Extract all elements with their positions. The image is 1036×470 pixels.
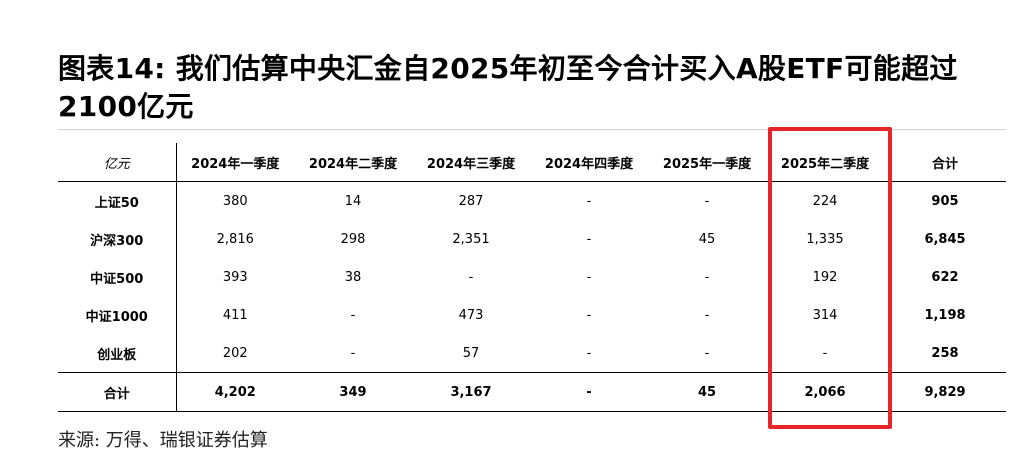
table-cell: 3,167 [412, 372, 530, 412]
table-cell: 57 [462, 345, 480, 361]
row-label: 中证1000 [58, 296, 177, 334]
table-cell: - [530, 372, 648, 412]
table-cell: - [704, 345, 710, 361]
table-cell: - [586, 193, 592, 209]
table-cell: 4,202 [176, 372, 294, 412]
table-cell: - [704, 269, 710, 285]
column-header: 2024年二季度 [294, 143, 412, 182]
table-row: 沪深300 2,816 298 2,351 - 45 1,335 6,845 [58, 220, 1006, 258]
title-divider [58, 129, 1006, 130]
row-label: 上证50 [58, 181, 177, 220]
table-cell: 38 [344, 269, 362, 285]
table-cell: 393 [222, 269, 248, 285]
table-cell: - [468, 269, 474, 285]
table-cell: - [350, 345, 356, 361]
row-label: 合计 [58, 372, 177, 412]
row-total-cell: 258 [931, 345, 959, 361]
table-cell: 473 [458, 307, 484, 323]
table-cell: - [704, 307, 710, 323]
page-title: 图表14: 我们估算中央汇金自2025年初至今合计买入A股ETF可能超过2100… [58, 52, 958, 123]
row-total-cell: 905 [931, 193, 959, 209]
column-header: 2024年三季度 [412, 143, 530, 182]
table-cell: 224 [812, 193, 838, 209]
table-cell: 192 [812, 269, 838, 285]
column-header-total: 合计 [884, 143, 1006, 182]
table-cell: 287 [458, 193, 484, 209]
column-highlight-box [768, 127, 892, 429]
table-cell: 380 [222, 193, 248, 209]
row-label: 中证500 [58, 258, 177, 296]
table-cell: 45 [698, 231, 716, 247]
column-header: 2024年四季度 [530, 143, 648, 182]
etf-purchase-table: 亿元 2024年一季度 2024年二季度 2024年三季度 2024年四季度 2… [58, 143, 1006, 412]
table-cell: - [822, 345, 828, 361]
source-note: 来源: 万得、瑞银证券估算 [58, 430, 268, 451]
row-label: 创业板 [58, 334, 177, 373]
row-total-cell: 6,845 [924, 231, 966, 247]
column-header: 2024年一季度 [176, 143, 294, 182]
table-cell: - [586, 269, 592, 285]
table-cell: - [586, 345, 592, 361]
table-cell: 202 [222, 345, 248, 361]
table-row: 中证1000 411 - 473 - - 314 1,198 [58, 296, 1006, 334]
table-header-row: 亿元 2024年一季度 2024年二季度 2024年三季度 2024年四季度 2… [58, 143, 1006, 182]
table-total-row: 合计 4,202 349 3,167 - 45 2,066 9,829 [58, 372, 1006, 412]
table-cell: 298 [340, 231, 366, 247]
table-row: 上证50 380 14 287 - - 224 905 [58, 181, 1006, 220]
table-cell: 45 [648, 372, 766, 412]
row-total-cell: 622 [931, 269, 959, 285]
table-cell: 411 [222, 307, 248, 323]
table-cell: 2,816 [216, 231, 254, 247]
table-cell: 14 [344, 193, 362, 209]
unit-label: 亿元 [58, 143, 177, 182]
table-cell: 2,351 [452, 231, 490, 247]
row-label: 沪深300 [58, 220, 177, 258]
table-cell: 1,335 [806, 231, 844, 247]
table-cell: - [586, 307, 592, 323]
grand-total-cell: 9,829 [884, 372, 1006, 412]
column-header: 2025年二季度 [766, 143, 884, 182]
table-cell: - [704, 193, 710, 209]
row-total-cell: 1,198 [924, 307, 966, 323]
table-cell: - [350, 307, 356, 323]
table-row: 中证500 393 38 - - - 192 622 [58, 258, 1006, 296]
column-header: 2025年一季度 [648, 143, 766, 182]
table-cell: 2,066 [766, 372, 884, 412]
table-cell: 314 [812, 307, 838, 323]
table-cell: - [586, 231, 592, 247]
table-cell: 349 [294, 372, 412, 412]
table-row: 创业板 202 - 57 - - - 258 [58, 334, 1006, 373]
